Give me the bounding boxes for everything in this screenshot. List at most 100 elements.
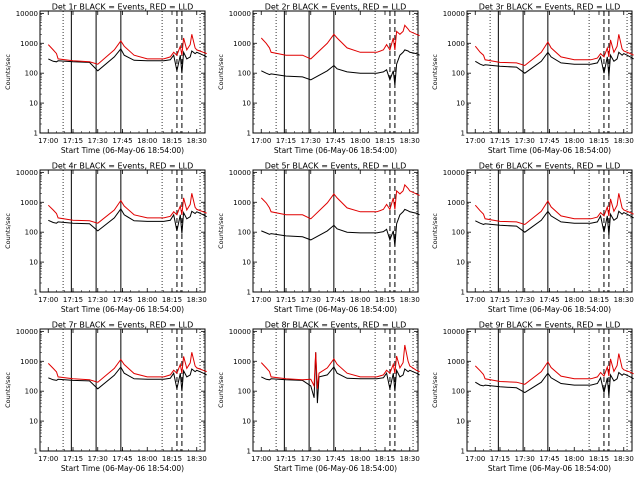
plot-frame bbox=[466, 328, 633, 452]
panel-5: Det 5r BLACK = Events, RED = LLD Counts/s… bbox=[217, 162, 420, 315]
y-tick-label: 1000 bbox=[233, 358, 251, 366]
x-axis-label: Start Time (06-May-06 18:54:00) bbox=[488, 464, 611, 473]
panel-4: Det 4r BLACK = Events, RED = LLD Counts/s… bbox=[4, 162, 207, 314]
y-tick-label: 100 bbox=[25, 70, 38, 78]
plot-frame bbox=[39, 10, 206, 134]
y-tick-label: 1 bbox=[34, 289, 38, 297]
series-line-events bbox=[261, 49, 420, 86]
x-tick-label: 18:00 bbox=[137, 296, 157, 304]
y-tick-label: 10 bbox=[242, 259, 251, 267]
series-line-lld bbox=[47, 34, 207, 65]
y-tick-label: 10000 bbox=[16, 169, 38, 177]
x-axis-label: Start Time (06-May-06 18:54:00) bbox=[61, 146, 184, 155]
y-tick-label: 1 bbox=[34, 130, 38, 138]
y-tick-label: 1 bbox=[461, 289, 465, 297]
series-line-lld bbox=[260, 183, 420, 220]
x-tick-label: 17:30 bbox=[301, 137, 321, 145]
x-tick-label: 17:45 bbox=[539, 455, 559, 463]
x-tick-label: 18:00 bbox=[350, 137, 370, 145]
x-tick-label: 18:15 bbox=[589, 455, 609, 463]
series-line-lld bbox=[47, 193, 207, 224]
panel-9: Det 9r BLACK = Events, RED = LLD Counts/s… bbox=[431, 321, 634, 473]
y-tick-label: 1000 bbox=[447, 199, 465, 207]
x-tick-label: 18:15 bbox=[162, 137, 182, 145]
y-tick-label: 1 bbox=[247, 289, 251, 297]
y-tick-label: 100 bbox=[452, 229, 465, 237]
y-tick-label: 10000 bbox=[229, 328, 251, 336]
x-tick-label: 17:45 bbox=[112, 455, 132, 463]
x-axis-label: Start Time (06-May-06 18:54:00) bbox=[61, 464, 184, 473]
panel-8: Det 8r BLACK = Events, RED = LLD Counts/s… bbox=[217, 321, 420, 474]
y-axis-label: Counts/sec bbox=[217, 213, 225, 249]
x-tick-label: 18:15 bbox=[162, 455, 182, 463]
y-tick-label: 10000 bbox=[16, 10, 38, 18]
y-tick-label: 1000 bbox=[233, 40, 251, 48]
series-line-events bbox=[48, 366, 207, 392]
x-tick-label: 18:15 bbox=[375, 137, 395, 145]
x-tick-label: 17:30 bbox=[301, 455, 321, 463]
x-tick-label: 17:45 bbox=[539, 296, 559, 304]
plot-frame bbox=[39, 169, 206, 293]
y-tick-label: 10000 bbox=[443, 328, 465, 336]
x-tick-label: 17:15 bbox=[63, 455, 83, 463]
y-tick-label: 10 bbox=[456, 418, 465, 426]
x-tick-label: 18:15 bbox=[375, 296, 395, 304]
x-tick-label: 17:45 bbox=[325, 455, 345, 463]
x-tick-label: 18:30 bbox=[614, 137, 634, 145]
panel-title: Det 6r BLACK = Events, RED = LLD bbox=[479, 162, 621, 171]
x-tick-label: 17:30 bbox=[515, 455, 535, 463]
panel-3: Det 3r BLACK = Events, RED = LLD Counts/s… bbox=[431, 3, 634, 155]
panel-7: Det 7r BLACK = Events, RED = LLD Counts/s… bbox=[4, 321, 207, 473]
x-tick-label: 18:30 bbox=[187, 455, 207, 463]
x-tick-label: 18:30 bbox=[400, 137, 420, 145]
x-tick-label: 17:00 bbox=[38, 296, 58, 304]
x-tick-label: 18:00 bbox=[137, 137, 157, 145]
panel-title: Det 8r BLACK = Events, RED = LLD bbox=[265, 321, 407, 330]
y-tick-label: 10 bbox=[456, 259, 465, 267]
x-tick-label: 18:00 bbox=[350, 455, 370, 463]
plot-frame bbox=[39, 328, 206, 452]
x-tick-label: 17:45 bbox=[325, 296, 345, 304]
x-tick-label: 17:30 bbox=[88, 455, 108, 463]
x-tick-label: 17:30 bbox=[515, 137, 535, 145]
y-tick-label: 100 bbox=[238, 388, 251, 396]
panel-2: Det 2r BLACK = Events, RED = LLD Counts/s… bbox=[217, 3, 420, 156]
y-axis-label: Counts/sec bbox=[4, 213, 12, 249]
y-axis-label: Counts/sec bbox=[431, 372, 439, 408]
y-tick-label: 10000 bbox=[443, 169, 465, 177]
y-tick-label: 1000 bbox=[20, 199, 38, 207]
y-tick-label: 1 bbox=[461, 448, 465, 456]
y-tick-label: 10000 bbox=[16, 328, 38, 336]
series-line-events bbox=[261, 352, 420, 404]
y-tick-label: 1 bbox=[461, 130, 465, 138]
y-tick-label: 10 bbox=[242, 100, 251, 108]
y-axis-label: Counts/sec bbox=[4, 54, 12, 90]
series-line-events bbox=[48, 48, 207, 74]
panel-6: Det 6r BLACK = Events, RED = LLD Counts/s… bbox=[431, 162, 634, 314]
y-tick-label: 10 bbox=[29, 100, 38, 108]
y-tick-label: 10 bbox=[29, 259, 38, 267]
y-axis-label: Counts/sec bbox=[431, 54, 439, 90]
series-line-lld bbox=[260, 344, 420, 389]
panel-title: Det 7r BLACK = Events, RED = LLD bbox=[52, 321, 194, 330]
y-tick-label: 1000 bbox=[20, 40, 38, 48]
x-tick-label: 17:30 bbox=[88, 296, 108, 304]
x-tick-label: 17:45 bbox=[539, 137, 559, 145]
x-axis-label: Start Time (06-May-06 18:54:00) bbox=[274, 146, 397, 155]
x-axis-label: Start Time (06-May-06 18:54:00) bbox=[274, 464, 397, 473]
plot-frame bbox=[466, 10, 633, 134]
x-tick-label: 18:00 bbox=[350, 296, 370, 304]
y-tick-label: 10 bbox=[242, 418, 251, 426]
y-tick-label: 1 bbox=[247, 448, 251, 456]
x-tick-label: 17:00 bbox=[465, 137, 485, 145]
panel-title: Det 3r BLACK = Events, RED = LLD bbox=[479, 3, 621, 12]
x-tick-label: 17:00 bbox=[251, 455, 271, 463]
y-tick-label: 1000 bbox=[20, 358, 38, 366]
x-tick-label: 18:30 bbox=[400, 455, 420, 463]
x-tick-label: 17:00 bbox=[38, 455, 58, 463]
series-line-lld bbox=[474, 193, 634, 226]
y-tick-label: 10000 bbox=[229, 10, 251, 18]
x-tick-label: 18:30 bbox=[614, 455, 634, 463]
x-tick-label: 18:30 bbox=[614, 296, 634, 304]
panel-title: Det 1r BLACK = Events, RED = LLD bbox=[52, 3, 194, 12]
